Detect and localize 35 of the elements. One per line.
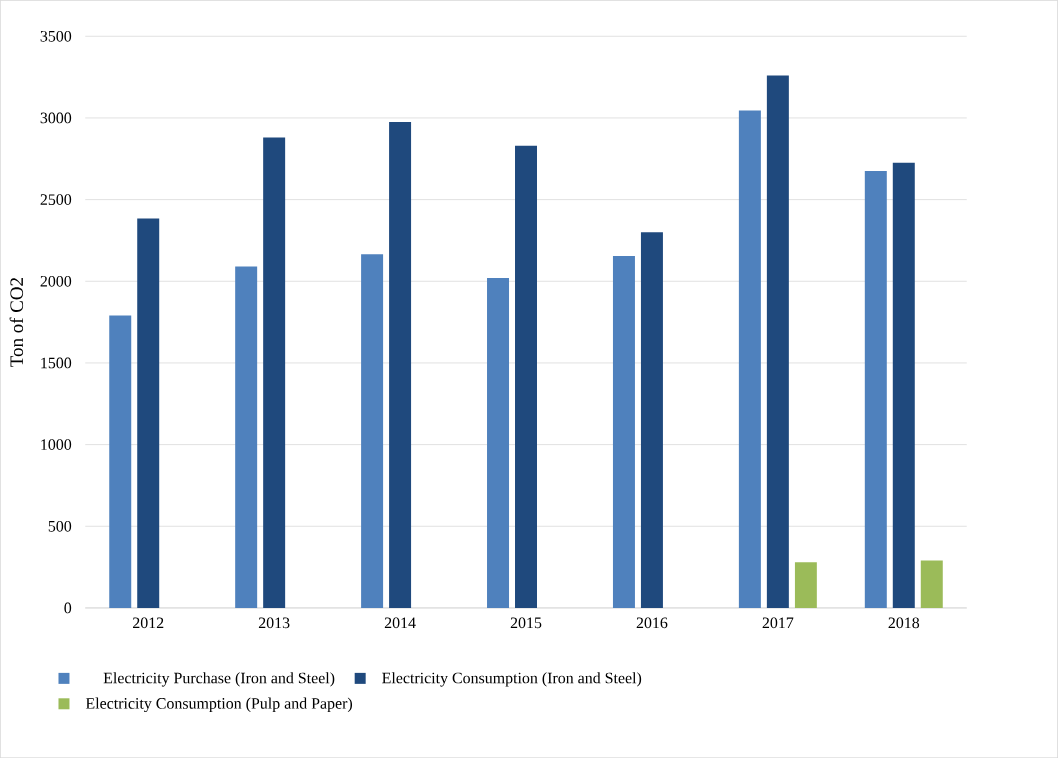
x-tick-label: 2013 — [258, 617, 290, 629]
y-tick-label: 1000 — [41, 439, 72, 450]
bar — [263, 137, 286, 608]
bar — [487, 277, 510, 608]
y-tick-label: 0 — [64, 602, 72, 614]
y-tick-label: 2500 — [40, 194, 72, 205]
x-tick-label: 2014 — [384, 617, 416, 629]
x-tick-label: 2018 — [888, 617, 920, 629]
bar — [235, 266, 258, 608]
bar — [794, 562, 817, 608]
y-tick-label: 3500 — [40, 30, 72, 42]
x-tick-label: 2015 — [510, 617, 542, 629]
y-tick-label: 500 — [48, 520, 72, 532]
bar — [109, 315, 132, 608]
bar — [640, 232, 663, 608]
y-tick-label: 1500 — [41, 357, 72, 369]
bar — [892, 162, 915, 608]
legend-label: Electricity Purchase (Iron and Steel) — [103, 672, 335, 687]
y-tick-label: 3000 — [40, 112, 72, 124]
x-tick-label: 2012 — [132, 617, 164, 629]
y-axis-title: Ton of CO2 — [9, 278, 24, 367]
bar — [920, 560, 943, 608]
y-tick-label: 2000 — [40, 275, 72, 287]
bar — [361, 254, 384, 608]
bar — [137, 218, 160, 608]
bar — [612, 255, 635, 608]
bar — [864, 170, 887, 608]
bar — [389, 121, 412, 608]
legend-label: Electricity Consumption (Iron and Steel) — [382, 672, 642, 687]
bar — [766, 75, 789, 608]
x-tick-label: 2017 — [762, 617, 794, 629]
bar — [515, 145, 537, 608]
x-tick-label: 2016 — [636, 617, 668, 629]
bar — [738, 110, 761, 608]
legend-label: Electricity Consumption (Pulp and Paper) — [85, 697, 353, 712]
